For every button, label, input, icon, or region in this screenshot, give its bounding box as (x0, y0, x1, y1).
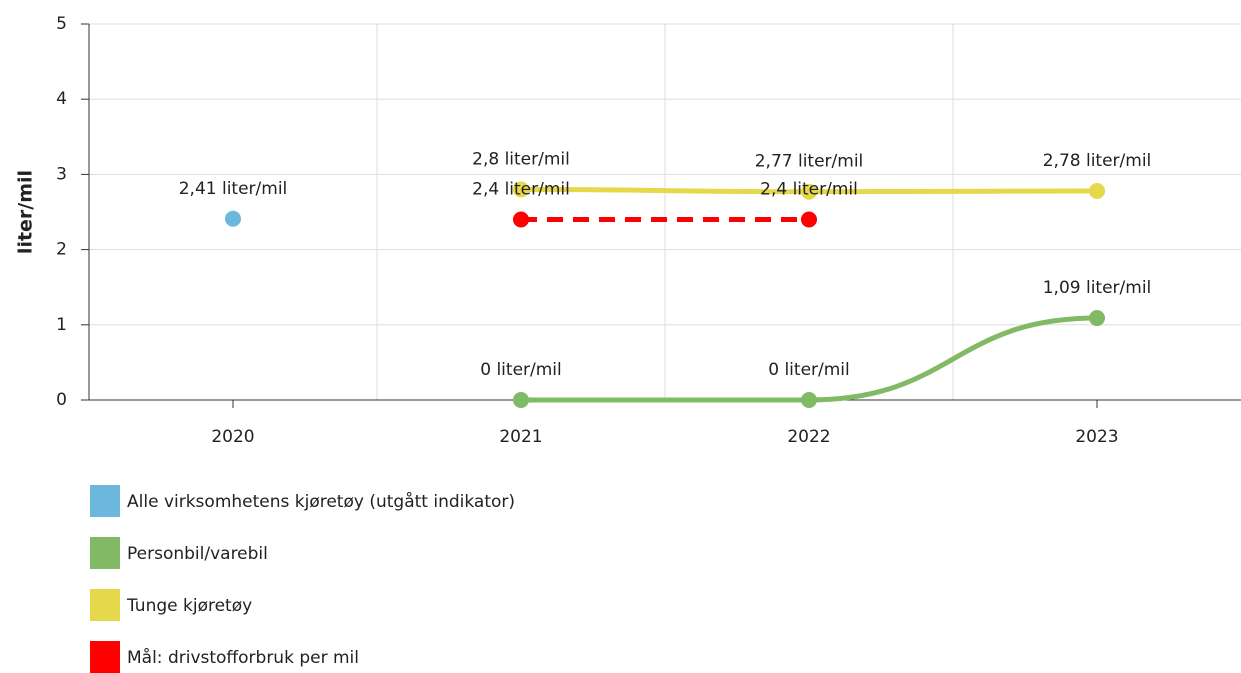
y-tick-label: 4 (56, 89, 67, 109)
legend-swatch (90, 537, 120, 569)
data-label: 2,4 liter/mil (760, 180, 858, 200)
x-tick-label: 2020 (211, 427, 254, 447)
legend-label: Personbil/varebil (127, 544, 268, 564)
data-point (513, 211, 529, 228)
data-point (801, 211, 817, 228)
data-label: 2,8 liter/mil (472, 149, 570, 169)
data-point (225, 210, 241, 227)
x-tick-label: 2022 (787, 427, 830, 447)
data-label: 0 liter/mil (480, 360, 562, 380)
data-label: 2,78 liter/mil (1043, 151, 1152, 171)
legend-swatch (90, 589, 120, 621)
data-point (1089, 182, 1105, 199)
data-label: 1,09 liter/mil (1043, 278, 1152, 298)
data-point (801, 392, 817, 408)
legend-swatch (90, 641, 120, 673)
legend-label: Alle virksomhetens kjøretøy (utgått indi… (127, 491, 515, 512)
data-label: 2,77 liter/mil (755, 152, 864, 172)
data-point (1089, 310, 1105, 327)
data-label: 2,41 liter/mil (179, 179, 288, 199)
x-tick-label: 2023 (1075, 427, 1118, 447)
data-point (513, 392, 529, 408)
legend-swatch (90, 485, 120, 517)
x-tick-label: 2021 (499, 427, 542, 447)
data-label: 2,4 liter/mil (472, 180, 570, 200)
legend-label: Mål: drivstofforbruk per mil (127, 647, 359, 668)
series-line (521, 315, 1098, 403)
y-tick-label: 2 (56, 240, 67, 260)
legend-label: Tunge kjøretøy (126, 596, 252, 616)
data-point (801, 183, 817, 200)
data-point (513, 181, 529, 198)
y-tick-label: 1 (56, 315, 67, 335)
y-tick-label: 0 (56, 390, 67, 410)
y-tick-label: 5 (56, 14, 67, 34)
data-label: 0 liter/mil (768, 360, 850, 380)
y-axis-label: liter/mil (15, 170, 37, 254)
y-tick-label: 3 (56, 164, 67, 184)
